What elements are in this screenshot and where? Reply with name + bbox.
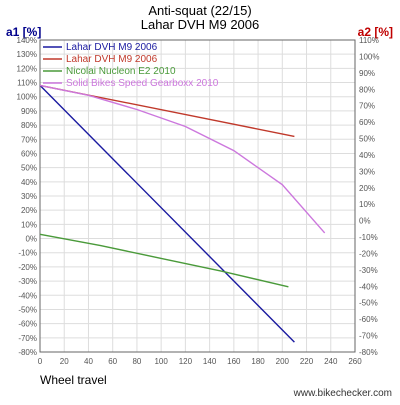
legend-label: Nicolai Nucleon E2 2010 bbox=[66, 66, 176, 77]
y-tick-label-left: 70% bbox=[21, 135, 37, 144]
y-tick-label-right: -40% bbox=[359, 282, 378, 291]
y-tick-label-right: -50% bbox=[359, 299, 378, 308]
y-tick-label-right: 20% bbox=[359, 184, 375, 193]
y-tick-label-left: 110% bbox=[17, 79, 37, 88]
x-tick-label: 140 bbox=[203, 357, 217, 366]
legend-label: Lahar DVH M9 2006 bbox=[66, 42, 158, 53]
y-tick-label-right: -10% bbox=[359, 233, 378, 242]
y-tick-label-left: 60% bbox=[21, 149, 37, 158]
y-tick-label-left: 0% bbox=[25, 235, 37, 244]
y-tick-label-left: -50% bbox=[18, 305, 37, 314]
x-tick-label: 220 bbox=[300, 357, 314, 366]
y-tick-label-left: -70% bbox=[18, 334, 37, 343]
x-tick-label: 260 bbox=[348, 357, 362, 366]
y-tick-label-right: -30% bbox=[359, 266, 378, 275]
series-line bbox=[39, 84, 295, 343]
y-tick-label-right: -80% bbox=[359, 348, 378, 357]
y-tick-label-left: 130% bbox=[17, 50, 37, 59]
x-tick-label: 20 bbox=[60, 357, 69, 366]
watermark: www.bikechecker.com bbox=[293, 388, 392, 399]
x-tick-label: 160 bbox=[227, 357, 241, 366]
chart-subtitle: Lahar DVH M9 2006 bbox=[141, 17, 260, 32]
y-tick-label-right: 0% bbox=[359, 217, 371, 226]
y-tick-label-left: 90% bbox=[21, 107, 37, 116]
y-tick-label-left: 140% bbox=[17, 36, 37, 45]
x-axis-label: Wheel travel bbox=[40, 373, 107, 387]
plot-frame bbox=[39, 39, 356, 353]
x-tick-label: 40 bbox=[84, 357, 93, 366]
grid bbox=[39, 39, 356, 353]
y-tick-label-right: 10% bbox=[359, 200, 375, 209]
chart-title: Anti-squat (22/15) bbox=[148, 3, 251, 18]
series-line bbox=[39, 84, 326, 234]
y-tick-label-left: -20% bbox=[18, 263, 37, 272]
y-tick-label-left: 50% bbox=[21, 164, 37, 173]
series-layer bbox=[39, 84, 326, 343]
x-tick-label: 120 bbox=[179, 357, 193, 366]
y-tick-label-right: 40% bbox=[359, 151, 375, 160]
y-axis-left-label: a1 [%] bbox=[6, 25, 41, 39]
y-tick-label-left: -40% bbox=[18, 291, 37, 300]
y-tick-label-right: -70% bbox=[359, 332, 378, 341]
y-tick-label-left: 40% bbox=[21, 178, 37, 187]
y-tick-label-right: 70% bbox=[359, 102, 375, 111]
x-tick-label: 60 bbox=[108, 357, 117, 366]
y-tick-label-left: -60% bbox=[18, 320, 37, 329]
y-tick-label-right: 90% bbox=[359, 69, 375, 78]
y-tick-label-left: -10% bbox=[18, 249, 37, 258]
y-tick-label-left: 80% bbox=[21, 121, 37, 130]
x-tick-label: 80 bbox=[132, 357, 141, 366]
y-tick-label-right: 110% bbox=[359, 36, 379, 45]
y-tick-label-left: -30% bbox=[18, 277, 37, 286]
ticks: -80% -70% -60% -50% -40% -30% -20% -10% 0% 10% 20%… bbox=[17, 36, 380, 366]
legend-label: Solid Bikes Speed Gearboxx 2010 bbox=[66, 78, 219, 89]
x-tick-label: 180 bbox=[251, 357, 265, 366]
y-tick-label-left: 100% bbox=[17, 93, 37, 102]
x-tick-label: 200 bbox=[276, 357, 290, 366]
y-tick-label-left: 20% bbox=[21, 206, 37, 215]
legend-label: Lahar DVH M9 2006 bbox=[66, 54, 158, 65]
x-tick-label: 100 bbox=[154, 357, 168, 366]
y-tick-label-left: -80% bbox=[18, 348, 37, 357]
y-tick-label-right: -20% bbox=[359, 249, 378, 258]
y-tick-label-right: 60% bbox=[359, 118, 375, 127]
y-tick-label-right: -60% bbox=[359, 315, 378, 324]
y-tick-label-right: 50% bbox=[359, 135, 375, 144]
x-tick-label: 240 bbox=[324, 357, 338, 366]
series-line bbox=[39, 233, 289, 288]
x-tick-label: 0 bbox=[38, 357, 43, 366]
y-axis-right-label: a2 [%] bbox=[358, 25, 393, 39]
y-tick-label-right: 80% bbox=[359, 85, 375, 94]
y-tick-label-left: 30% bbox=[21, 192, 37, 201]
y-tick-label-left: 120% bbox=[17, 64, 37, 73]
y-tick-label-left: 10% bbox=[21, 220, 37, 229]
y-tick-label-right: 100% bbox=[359, 52, 379, 61]
y-tick-label-right: 30% bbox=[359, 167, 375, 176]
